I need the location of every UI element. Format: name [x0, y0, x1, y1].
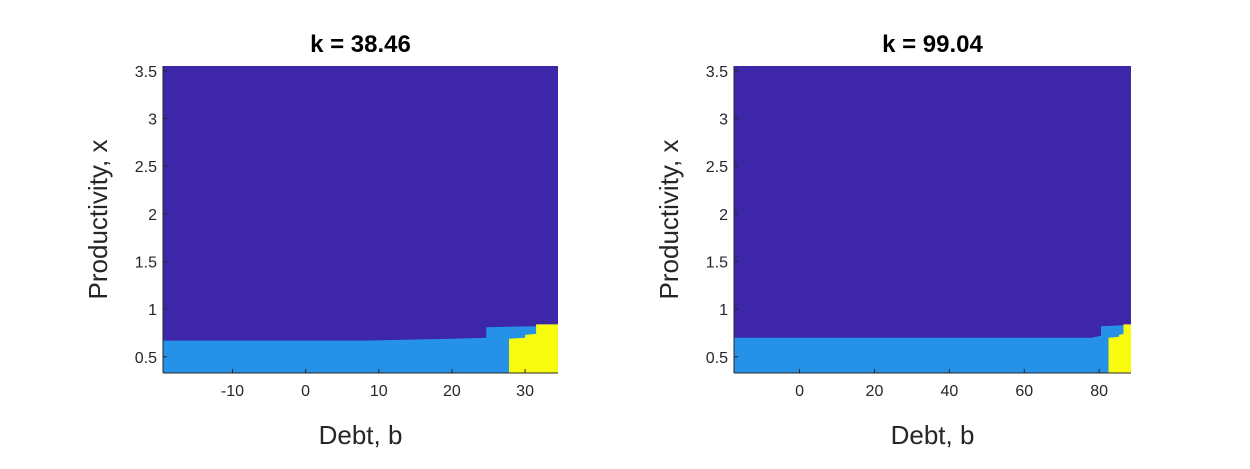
right-x-tick-label: 40 [940, 383, 958, 400]
right-y-tick-label: 1 [719, 302, 728, 319]
left-y-tick-label: 3.5 [135, 64, 157, 81]
right-x-tick-label: 0 [795, 383, 804, 400]
left-region-yellow [509, 324, 558, 373]
left-y-tick-label: 2.5 [135, 159, 157, 176]
right-x-axis-label: Debt, b [891, 420, 975, 450]
left-x-tick-label: 10 [370, 383, 388, 400]
left-x-axis-label: Debt, b [319, 420, 403, 450]
right-y-tick-label: 1.5 [706, 254, 728, 271]
left-region-light [163, 324, 558, 373]
left-x-tick-label: -10 [221, 383, 244, 400]
right-region-yellow [1108, 324, 1131, 373]
right-y-tick-label: 2.5 [706, 159, 728, 176]
left-x-tick-label: 30 [516, 383, 534, 400]
right-region-dark [734, 66, 1131, 373]
right-x-tick-label: 20 [866, 383, 884, 400]
left-y-tick-label: 3 [148, 111, 157, 128]
left-y-tick-label: 2 [148, 207, 157, 224]
right-y-tick-label: 3 [719, 111, 728, 128]
right-x-tick-label: 60 [1015, 383, 1033, 400]
right-region-light [734, 324, 1131, 373]
left-plot: -10 0 10 20 30 0.5 1 1.5 2 2.5 3 3.5 k = 38.46 Debt, … [83, 31, 558, 450]
left-region-dark [163, 66, 558, 373]
right-x-tick-label: 80 [1090, 383, 1108, 400]
left-plot-title: k = 38.46 [310, 31, 411, 58]
left-x-tick-label: 0 [301, 383, 310, 400]
right-y-tick-label: 3.5 [706, 64, 728, 81]
left-y-tick-label: 0.5 [135, 350, 157, 367]
left-y-axis-label: Productivity, x [83, 140, 113, 300]
left-y-tick-label: 1.5 [135, 254, 157, 271]
right-plot-title: k = 99.04 [882, 31, 983, 58]
left-y-tick-label: 1 [148, 302, 157, 319]
right-y-tick-label: 2 [719, 207, 728, 224]
right-y-tick-label: 0.5 [706, 350, 728, 367]
right-plot: 0 20 40 60 80 0.5 1 1.5 2 2.5 3 3.5 k = 99.04 Debt, b… [654, 31, 1131, 450]
right-y-axis-label: Productivity, x [654, 140, 684, 300]
left-x-tick-label: 20 [443, 383, 461, 400]
